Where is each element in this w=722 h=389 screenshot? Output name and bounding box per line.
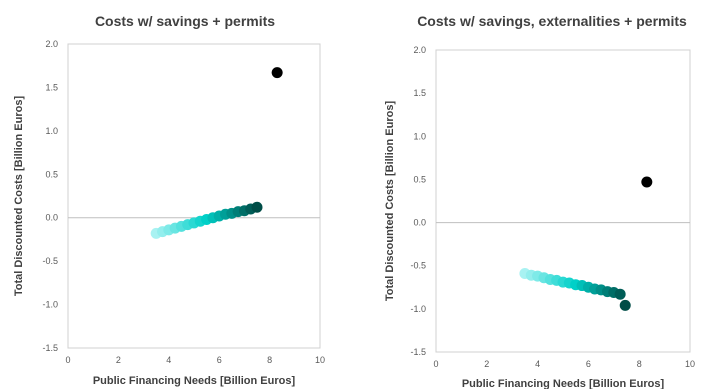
y-axis-label: Total Discounted Costs [Billion Euros] <box>384 101 396 302</box>
x-axis-label: Public Financing Needs [Billion Euros] <box>93 375 296 387</box>
chart-title: Costs w/ savings, externalities + permit… <box>417 13 687 29</box>
chart-title: Costs w/ savings + permits <box>95 13 275 29</box>
x-tick-label: 2 <box>484 359 489 369</box>
x-tick-label: 0 <box>65 355 70 365</box>
x-tick-label: 4 <box>535 359 540 369</box>
x-tick-label: 8 <box>637 359 642 369</box>
x-tick-label: 8 <box>267 355 272 365</box>
x-tick-label: 4 <box>166 355 171 365</box>
y-tick-label: 1.0 <box>45 126 58 136</box>
chart-panel-2: Costs w/ savings, externalities + permit… <box>384 13 695 389</box>
data-point <box>641 176 653 188</box>
x-tick-label: 10 <box>685 359 695 369</box>
y-tick-label: 1.0 <box>413 131 426 141</box>
data-point <box>614 288 626 300</box>
y-tick-label: 1.5 <box>413 88 426 98</box>
y-tick-label: -1.5 <box>42 343 58 353</box>
y-tick-label: -1.0 <box>410 304 426 314</box>
plot-area-border <box>67 43 321 349</box>
y-tick-label: 2.0 <box>45 39 58 49</box>
data-point <box>251 201 263 213</box>
x-tick-label: 2 <box>116 355 121 365</box>
y-tick-label: -1.0 <box>42 300 58 310</box>
x-tick-label: 6 <box>586 359 591 369</box>
y-tick-label: 0.0 <box>413 218 426 228</box>
x-tick-label: 10 <box>315 355 325 365</box>
x-tick-label: 0 <box>433 359 438 369</box>
y-axis-label: Total Discounted Costs [Billion Euros] <box>13 96 25 297</box>
y-tick-label: 0.5 <box>413 174 426 184</box>
y-tick-label: 2.0 <box>413 45 426 55</box>
data-point <box>619 299 631 311</box>
y-tick-label: -1.5 <box>410 347 426 357</box>
plot-area-border <box>435 49 691 353</box>
data-point <box>271 67 283 79</box>
chart-panel-1: Costs w/ savings + permits 2.0 1.5 1.0 0.5 0.… <box>13 13 325 387</box>
y-tick-label: 0.0 <box>45 213 58 223</box>
y-tick-label: -0.5 <box>42 256 58 266</box>
x-axis-label: Public Financing Needs [Billion Euros] <box>462 378 665 389</box>
y-tick-label: 0.5 <box>45 169 58 179</box>
y-tick-label: -0.5 <box>410 261 426 271</box>
y-tick-label: 1.5 <box>45 82 58 92</box>
x-tick-label: 6 <box>217 355 222 365</box>
